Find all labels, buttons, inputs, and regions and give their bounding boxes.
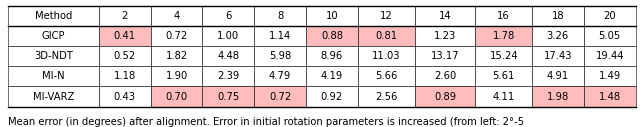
- Text: 19.44: 19.44: [595, 51, 624, 61]
- Text: GICP: GICP: [42, 31, 65, 41]
- Text: 5.66: 5.66: [376, 71, 398, 81]
- Text: 12: 12: [380, 11, 393, 21]
- Text: 1.23: 1.23: [435, 31, 456, 41]
- Text: 0.52: 0.52: [114, 51, 136, 61]
- Text: 10: 10: [326, 11, 338, 21]
- Text: 0.43: 0.43: [114, 92, 136, 102]
- Text: MI-N: MI-N: [42, 71, 65, 81]
- Text: 18: 18: [552, 11, 564, 21]
- Text: 1.48: 1.48: [598, 92, 621, 102]
- Text: 0.72: 0.72: [165, 31, 188, 41]
- Text: 16: 16: [497, 11, 510, 21]
- Text: 0.41: 0.41: [114, 31, 136, 41]
- Text: 15.24: 15.24: [490, 51, 518, 61]
- Text: 1.78: 1.78: [493, 31, 515, 41]
- Text: 5.98: 5.98: [269, 51, 291, 61]
- Text: 4.48: 4.48: [218, 51, 239, 61]
- Text: 0.70: 0.70: [166, 92, 188, 102]
- Text: 3D-NDT: 3D-NDT: [34, 51, 73, 61]
- Text: 1.14: 1.14: [269, 31, 291, 41]
- Text: 0.89: 0.89: [435, 92, 456, 102]
- Text: 8.96: 8.96: [321, 51, 343, 61]
- Text: 3.26: 3.26: [547, 31, 569, 41]
- Text: 4.19: 4.19: [321, 71, 343, 81]
- Text: 1.18: 1.18: [114, 71, 136, 81]
- Text: 0.92: 0.92: [321, 92, 343, 102]
- Text: 0.88: 0.88: [321, 31, 343, 41]
- Text: Mean error (in degrees) after alignment. Error in initial rotation parameters is: Mean error (in degrees) after alignment.…: [8, 117, 524, 127]
- Text: 14: 14: [439, 11, 452, 21]
- Text: 1.98: 1.98: [547, 92, 569, 102]
- Text: 0.75: 0.75: [217, 92, 239, 102]
- Text: 11.03: 11.03: [372, 51, 401, 61]
- Text: 6: 6: [225, 11, 232, 21]
- Text: 5.61: 5.61: [493, 71, 515, 81]
- Text: 2.39: 2.39: [217, 71, 239, 81]
- Text: MI-VARZ: MI-VARZ: [33, 92, 74, 102]
- Text: 4.79: 4.79: [269, 71, 291, 81]
- Text: 1.49: 1.49: [598, 71, 621, 81]
- Text: 17.43: 17.43: [543, 51, 572, 61]
- Text: 2.60: 2.60: [435, 71, 456, 81]
- Text: 1.00: 1.00: [217, 31, 239, 41]
- Text: 20: 20: [604, 11, 616, 21]
- Text: 13.17: 13.17: [431, 51, 460, 61]
- Text: 4: 4: [173, 11, 180, 21]
- Text: 2: 2: [122, 11, 128, 21]
- Text: 8: 8: [277, 11, 284, 21]
- Text: 4.91: 4.91: [547, 71, 569, 81]
- Text: 4.11: 4.11: [493, 92, 515, 102]
- Text: 1.82: 1.82: [165, 51, 188, 61]
- Text: 5.05: 5.05: [598, 31, 621, 41]
- Text: 0.72: 0.72: [269, 92, 291, 102]
- Text: Method: Method: [35, 11, 72, 21]
- Text: 0.81: 0.81: [376, 31, 397, 41]
- Text: 2.56: 2.56: [376, 92, 398, 102]
- Text: 1.90: 1.90: [165, 71, 188, 81]
